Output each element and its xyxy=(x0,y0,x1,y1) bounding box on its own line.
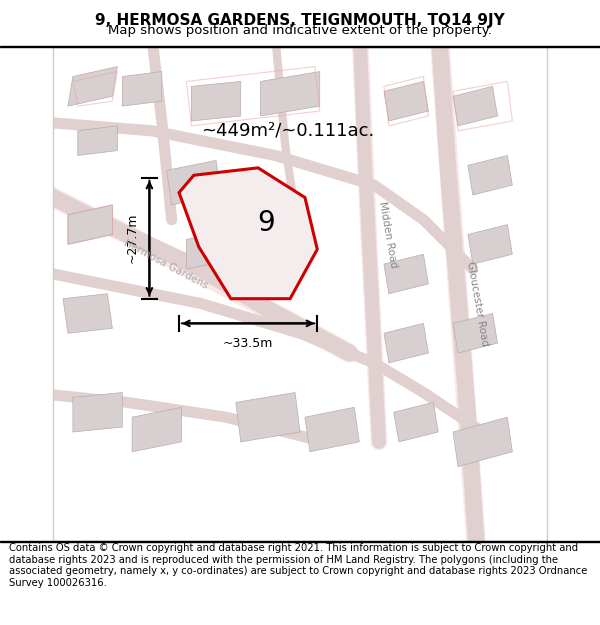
Text: 9: 9 xyxy=(257,209,275,238)
Polygon shape xyxy=(468,224,512,264)
Text: ~33.5m: ~33.5m xyxy=(223,337,274,349)
Polygon shape xyxy=(236,392,300,442)
Polygon shape xyxy=(384,323,428,363)
Polygon shape xyxy=(394,402,438,442)
Polygon shape xyxy=(68,67,118,106)
Polygon shape xyxy=(453,86,497,126)
Text: Contains OS data © Crown copyright and database right 2021. This information is : Contains OS data © Crown copyright and d… xyxy=(9,543,587,588)
Polygon shape xyxy=(468,156,512,195)
Text: ~27.7m: ~27.7m xyxy=(125,213,139,264)
Polygon shape xyxy=(187,229,236,269)
Text: Map shows position and indicative extent of the property.: Map shows position and indicative extent… xyxy=(108,24,492,36)
Text: Midden Road: Midden Road xyxy=(377,201,398,269)
Polygon shape xyxy=(260,71,320,116)
Polygon shape xyxy=(453,314,497,353)
Polygon shape xyxy=(179,168,317,299)
Polygon shape xyxy=(132,408,181,452)
Text: Gloucester Road: Gloucester Road xyxy=(466,261,490,347)
Polygon shape xyxy=(384,254,428,294)
Polygon shape xyxy=(78,126,118,156)
Polygon shape xyxy=(384,81,428,121)
Polygon shape xyxy=(305,408,359,452)
Polygon shape xyxy=(122,71,162,106)
Text: 9, HERMOSA GARDENS, TEIGNMOUTH, TQ14 9JY: 9, HERMOSA GARDENS, TEIGNMOUTH, TQ14 9JY xyxy=(95,13,505,28)
Polygon shape xyxy=(68,205,112,244)
Polygon shape xyxy=(191,81,241,121)
Text: ~449m²/~0.111ac.: ~449m²/~0.111ac. xyxy=(201,122,374,140)
Text: Hermosa Gardens: Hermosa Gardens xyxy=(122,238,210,291)
Polygon shape xyxy=(63,294,112,333)
Polygon shape xyxy=(167,161,221,205)
Polygon shape xyxy=(73,392,122,432)
Polygon shape xyxy=(453,418,512,466)
